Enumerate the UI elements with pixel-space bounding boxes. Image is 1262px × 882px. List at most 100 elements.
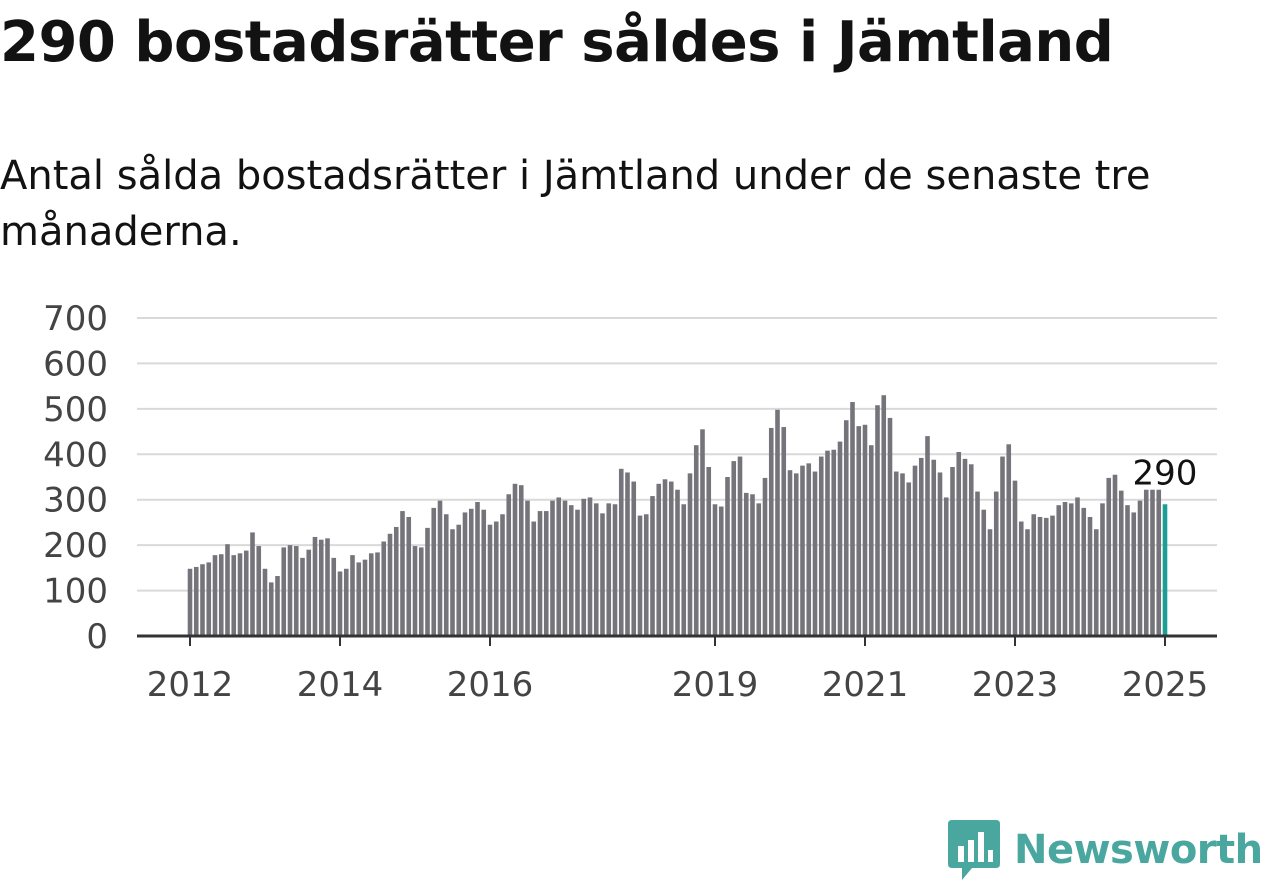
bar (456, 524, 462, 636)
y-tick-label: 400 (43, 435, 108, 475)
bar (293, 546, 299, 636)
bar (731, 461, 737, 636)
x-tick-label: 2023 (972, 665, 1059, 705)
bar (906, 482, 912, 636)
bar (318, 539, 324, 636)
bar (993, 491, 999, 636)
bar (1131, 512, 1137, 636)
bar (200, 564, 205, 636)
bar (693, 445, 699, 636)
bar (1037, 516, 1043, 636)
brand-name: Newsworthy (1014, 827, 1262, 873)
bar (1100, 503, 1105, 636)
bar (500, 514, 505, 636)
bar (581, 498, 587, 636)
bar (275, 576, 280, 636)
bar (362, 559, 368, 636)
bar (781, 427, 787, 636)
bar (256, 546, 262, 636)
bar (762, 477, 768, 636)
bar (193, 566, 199, 636)
bar (225, 544, 230, 636)
bar (937, 472, 943, 636)
bar (356, 562, 362, 636)
bar (931, 459, 937, 636)
bar (675, 489, 680, 636)
bar (650, 496, 655, 636)
bar (856, 426, 862, 636)
bar (281, 547, 287, 636)
bar (768, 427, 774, 636)
bar (1012, 480, 1018, 636)
bar (712, 504, 718, 636)
bar (412, 546, 418, 636)
bar (418, 547, 424, 636)
bar (912, 465, 918, 636)
brand: Newsworthy (948, 818, 1262, 882)
bar (956, 452, 962, 636)
x-tick-label: 2016 (447, 665, 534, 705)
bar (525, 500, 530, 636)
bar (1106, 477, 1112, 636)
bar (337, 571, 343, 636)
bar (862, 424, 868, 636)
bar (237, 553, 243, 636)
chart-subtitle: Antal sålda bostadsrätter i Jämtland und… (0, 153, 1151, 255)
bar (881, 395, 887, 636)
x-tick-label: 2025 (1122, 665, 1209, 705)
bar (556, 497, 562, 636)
bar (1075, 497, 1080, 636)
bar (900, 473, 905, 636)
bar (287, 545, 293, 636)
y-tick-label: 100 (43, 572, 108, 612)
bar (325, 538, 330, 636)
bar (987, 529, 993, 636)
bars (187, 395, 1168, 636)
bar (718, 506, 724, 636)
bar (656, 483, 662, 636)
bar (1118, 490, 1124, 636)
x-tick-label: 2021 (822, 665, 909, 705)
y-axis-ticks: 0 100 200 300 400 500 600 700 (43, 299, 108, 657)
y-tick-label: 500 (43, 390, 108, 430)
bar (1018, 521, 1024, 636)
bar (531, 521, 537, 636)
bar (425, 527, 430, 636)
bar (400, 511, 405, 636)
bar (831, 449, 837, 636)
bar (537, 511, 543, 636)
bar (550, 500, 555, 636)
bar (437, 500, 443, 636)
latest-value-label: 290 (1133, 453, 1198, 493)
bar (950, 467, 955, 636)
x-tick-label: 2019 (672, 665, 759, 705)
x-tick-label: 2012 (147, 665, 234, 705)
bar (506, 494, 512, 636)
bar (637, 515, 643, 636)
bar (268, 582, 274, 636)
bar (1000, 456, 1005, 636)
bar (468, 508, 474, 636)
bar (706, 467, 712, 636)
newsworthy-logo-icon (948, 820, 1000, 880)
bar (568, 505, 574, 636)
bar (231, 555, 237, 636)
bar (668, 481, 674, 636)
bar (743, 492, 749, 636)
bar (481, 509, 487, 636)
bar (262, 568, 268, 636)
y-tick-label: 700 (43, 299, 108, 339)
bar-latest (1162, 504, 1168, 636)
bar (850, 402, 855, 636)
bar (443, 514, 449, 636)
bar (662, 479, 668, 636)
y-tick-label: 0 (86, 617, 108, 657)
bar (793, 473, 799, 636)
bar (818, 456, 824, 636)
bar (300, 557, 305, 636)
bar (812, 471, 818, 636)
bar (218, 554, 224, 636)
bar (625, 472, 630, 636)
y-tick-label: 200 (43, 526, 108, 566)
